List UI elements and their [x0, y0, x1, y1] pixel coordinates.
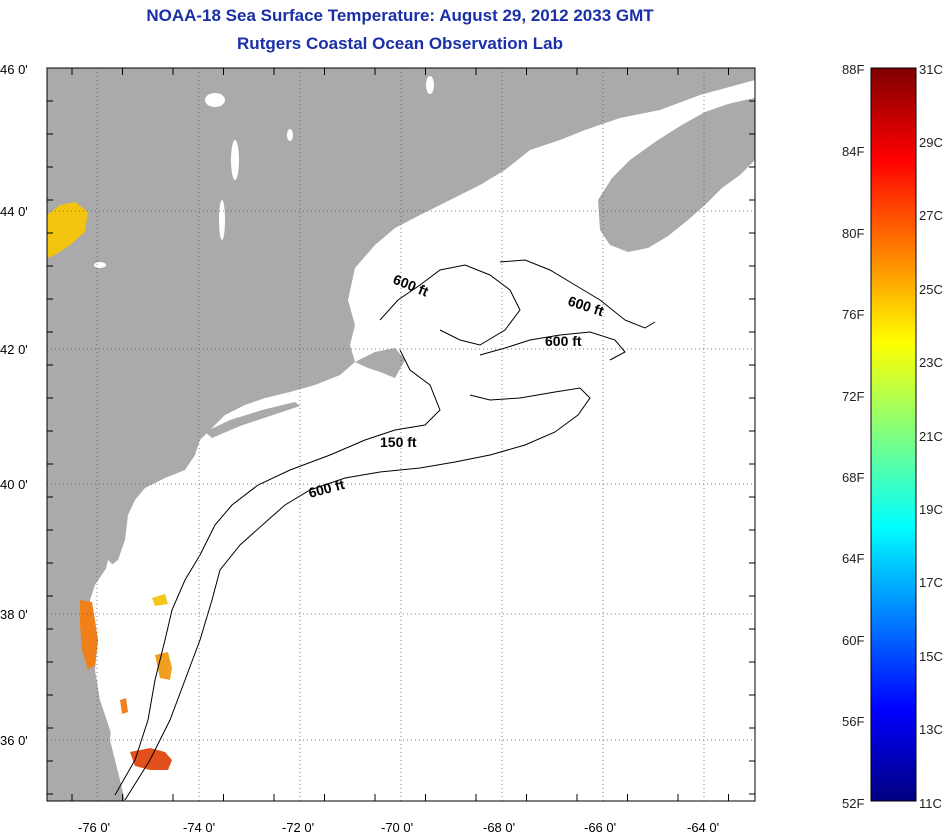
- lon-label: -68 0': [483, 820, 515, 835]
- lat-label: 40 0': [0, 477, 28, 492]
- colorbar-c-label: 27C: [919, 208, 943, 223]
- lon-label: -72 0': [282, 820, 314, 835]
- colorbar-f-label: 84F: [842, 144, 865, 159]
- colorbar-c-label: 25C: [919, 282, 943, 297]
- colorbar-f-label: 60F: [842, 633, 865, 648]
- lat-label: 38 0': [0, 607, 28, 622]
- lat-label: 44 0': [0, 204, 28, 219]
- colorbar-f-label: 76F: [842, 307, 865, 322]
- sst-patch-delaware: [152, 594, 168, 606]
- colorbar-f-label: 68F: [842, 470, 865, 485]
- lake: [205, 93, 225, 107]
- sst-patch-small: [120, 698, 128, 714]
- lat-label: 36 0': [0, 733, 28, 748]
- lake: [231, 140, 239, 180]
- colorbar-c-label: 11C: [919, 796, 942, 811]
- colorbar-c-label: 19C: [919, 502, 943, 517]
- lake: [94, 262, 106, 268]
- contour-600ft-northeast: [499, 259, 656, 329]
- lon-label: -64 0': [687, 820, 719, 835]
- colorbar: [870, 67, 917, 802]
- map-subtitle: Rutgers Coastal Ocean Observation Lab: [237, 34, 563, 53]
- colorbar-c-label: 23C: [919, 355, 943, 370]
- colorbar-c-label: 13C: [919, 722, 943, 737]
- colorbar-f-label: 52F: [842, 796, 865, 811]
- contour-150ft-shelf: [114, 349, 441, 796]
- chesapeake-bay: [95, 560, 125, 760]
- cape-cod: [355, 348, 405, 378]
- contour-600ft-georges: [479, 331, 626, 361]
- colorbar-c-label: 17C: [919, 575, 943, 590]
- colorbar-c-label: 21C: [919, 429, 943, 444]
- lon-label: -70 0': [381, 820, 413, 835]
- map-frame: [46, 67, 756, 802]
- long-island: [205, 402, 300, 438]
- axis-ticks: [47, 67, 755, 801]
- sst-patch-nearshore: [155, 652, 172, 680]
- map-title: NOAA-18 Sea Surface Temperature: August …: [146, 6, 654, 25]
- lake: [219, 200, 225, 240]
- lon-label: -76 0': [78, 820, 110, 835]
- lon-label: -66 0': [584, 820, 616, 835]
- colorbar-f-label: 56F: [842, 714, 865, 729]
- lake-ontario-sst: [47, 202, 88, 258]
- lake: [287, 129, 293, 141]
- lat-label: 46 0': [0, 62, 28, 77]
- colorbar-f-label: 80F: [842, 226, 865, 241]
- lon-label: -74 0': [183, 820, 215, 835]
- colorbar-c-label: 31C: [919, 62, 943, 77]
- contour-600ft-gulf-maine: [379, 264, 521, 346]
- colorbar-c-label: 29C: [919, 135, 943, 150]
- contour-600ft-shelf: [124, 387, 591, 801]
- colorbar-f-label: 64F: [842, 551, 865, 566]
- colorbar-f-label: 72F: [842, 389, 865, 404]
- nova-scotia-landmass: [598, 98, 755, 252]
- lake: [426, 76, 434, 94]
- lat-label: 42 0': [0, 342, 28, 357]
- colorbar-c-label: 15C: [919, 649, 943, 664]
- contour-label: 600 ft: [545, 333, 582, 349]
- contour-label: 150 ft: [380, 434, 417, 450]
- colorbar-f-label: 88F: [842, 62, 865, 77]
- mainland-landmass: [47, 68, 755, 801]
- sst-patch-chesapeake: [80, 600, 98, 670]
